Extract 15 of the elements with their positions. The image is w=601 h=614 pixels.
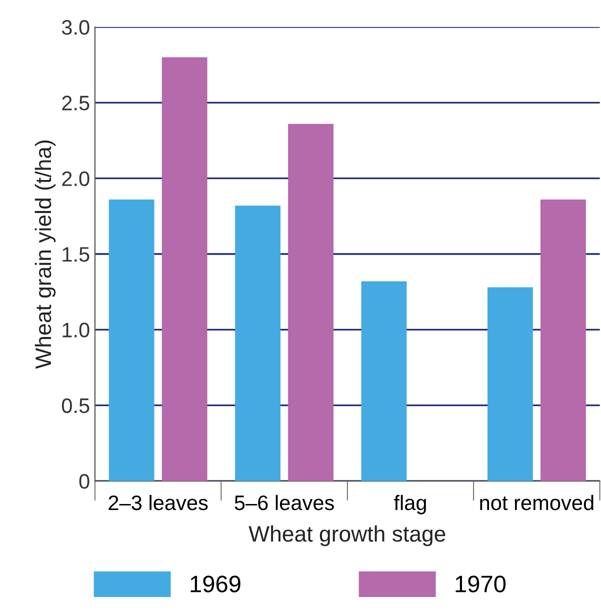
y-tick-label: 0.5: [62, 398, 90, 414]
y-tick-label: 1.5: [62, 247, 90, 262]
y-axis-title: Wheat grain yield (t/ha): [34, 140, 56, 369]
y-tick-label: 2.5: [62, 96, 90, 110]
legend-label: 1969: [190, 576, 240, 592]
y-tick-label: 2.0: [62, 171, 90, 186]
x-tick-label: 5–6 leaves: [234, 494, 334, 510]
y-tick-label: 3.0: [62, 20, 90, 35]
x-axis-title: Wheat growth stage: [248, 525, 446, 546]
x-tick-label: 2–3 leaves: [108, 494, 208, 510]
y-tick-label: 1.0: [62, 322, 90, 338]
legend-label: 1970: [456, 576, 506, 592]
x-tick-label: flag: [394, 494, 426, 514]
x-tick-label: not removed: [480, 494, 594, 510]
y-tick-label: 0: [79, 474, 90, 489]
